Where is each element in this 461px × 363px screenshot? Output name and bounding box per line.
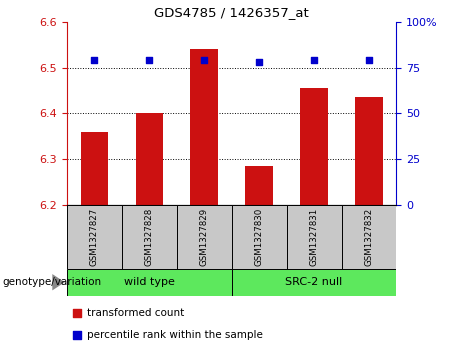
Title: GDS4785 / 1426357_at: GDS4785 / 1426357_at <box>154 6 309 19</box>
Point <box>146 57 153 63</box>
Text: genotype/variation: genotype/variation <box>2 277 101 287</box>
Text: GSM1327831: GSM1327831 <box>309 208 319 266</box>
Point <box>91 57 98 63</box>
Point <box>255 59 263 65</box>
Bar <box>122 205 177 269</box>
Point <box>73 332 80 338</box>
Text: GSM1327829: GSM1327829 <box>200 208 209 266</box>
Bar <box>81 132 108 205</box>
Text: wild type: wild type <box>124 277 175 287</box>
Point <box>201 57 208 63</box>
Point <box>310 57 318 63</box>
Bar <box>231 205 287 269</box>
Text: GSM1327830: GSM1327830 <box>254 208 264 266</box>
Point <box>73 310 80 315</box>
Text: percentile rank within the sample: percentile rank within the sample <box>87 330 262 340</box>
Point <box>365 57 372 63</box>
Text: SRC-2 null: SRC-2 null <box>285 277 343 287</box>
Text: GSM1327832: GSM1327832 <box>365 208 373 266</box>
Bar <box>300 88 328 205</box>
Bar <box>355 97 383 205</box>
Bar <box>67 269 231 296</box>
Bar <box>190 49 218 205</box>
Text: GSM1327828: GSM1327828 <box>145 208 154 266</box>
Polygon shape <box>52 274 65 290</box>
Bar <box>177 205 231 269</box>
Bar <box>245 166 273 205</box>
Text: GSM1327827: GSM1327827 <box>90 208 99 266</box>
Bar <box>231 269 396 296</box>
Text: transformed count: transformed count <box>87 308 184 318</box>
Bar <box>342 205 396 269</box>
Bar <box>136 113 163 205</box>
Bar <box>287 205 342 269</box>
Bar <box>67 205 122 269</box>
